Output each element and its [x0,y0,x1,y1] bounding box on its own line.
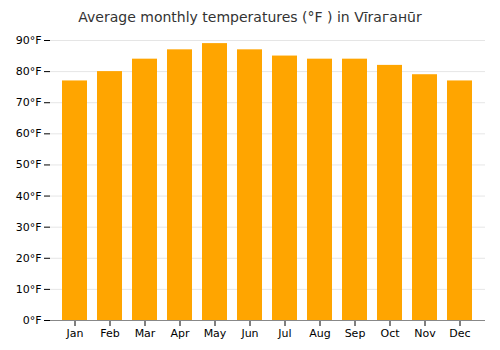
svg-text:10°F: 10°F [16,283,42,296]
html-text:Average monthly temperatures (: Average monthly temperatures (°F ) in Vī… [78,9,422,25]
svg-text:Aug: Aug [309,327,330,340]
svg-text:70°F: 70°F [16,96,42,109]
svg-text:20°F: 20°F [16,252,42,265]
svg-text:Oct: Oct [380,327,400,340]
svg-text:Jul: Jul [277,327,291,340]
svg-text:50°F: 50°F [16,158,42,171]
svg-text:30°F: 30°F [16,221,42,234]
svg-text:Apr: Apr [170,327,190,340]
svg-text:Jan: Jan [66,327,84,340]
svg-text:40°F: 40°F [16,190,42,203]
svg-text:80°F: 80°F [16,65,42,78]
svg-text:90°F: 90°F [16,34,42,47]
svg-text:Feb: Feb [100,327,119,340]
svg-text:0°F: 0°F [23,314,42,327]
svg-text:60°F: 60°F [16,127,42,140]
svg-text:Dec: Dec [449,327,470,340]
svg-text:Nov: Nov [414,327,436,340]
svg-text:Sep: Sep [345,327,366,340]
svg-text:Mar: Mar [135,327,156,340]
svg-text:Jun: Jun [240,327,258,340]
svg-text:May: May [204,327,227,340]
